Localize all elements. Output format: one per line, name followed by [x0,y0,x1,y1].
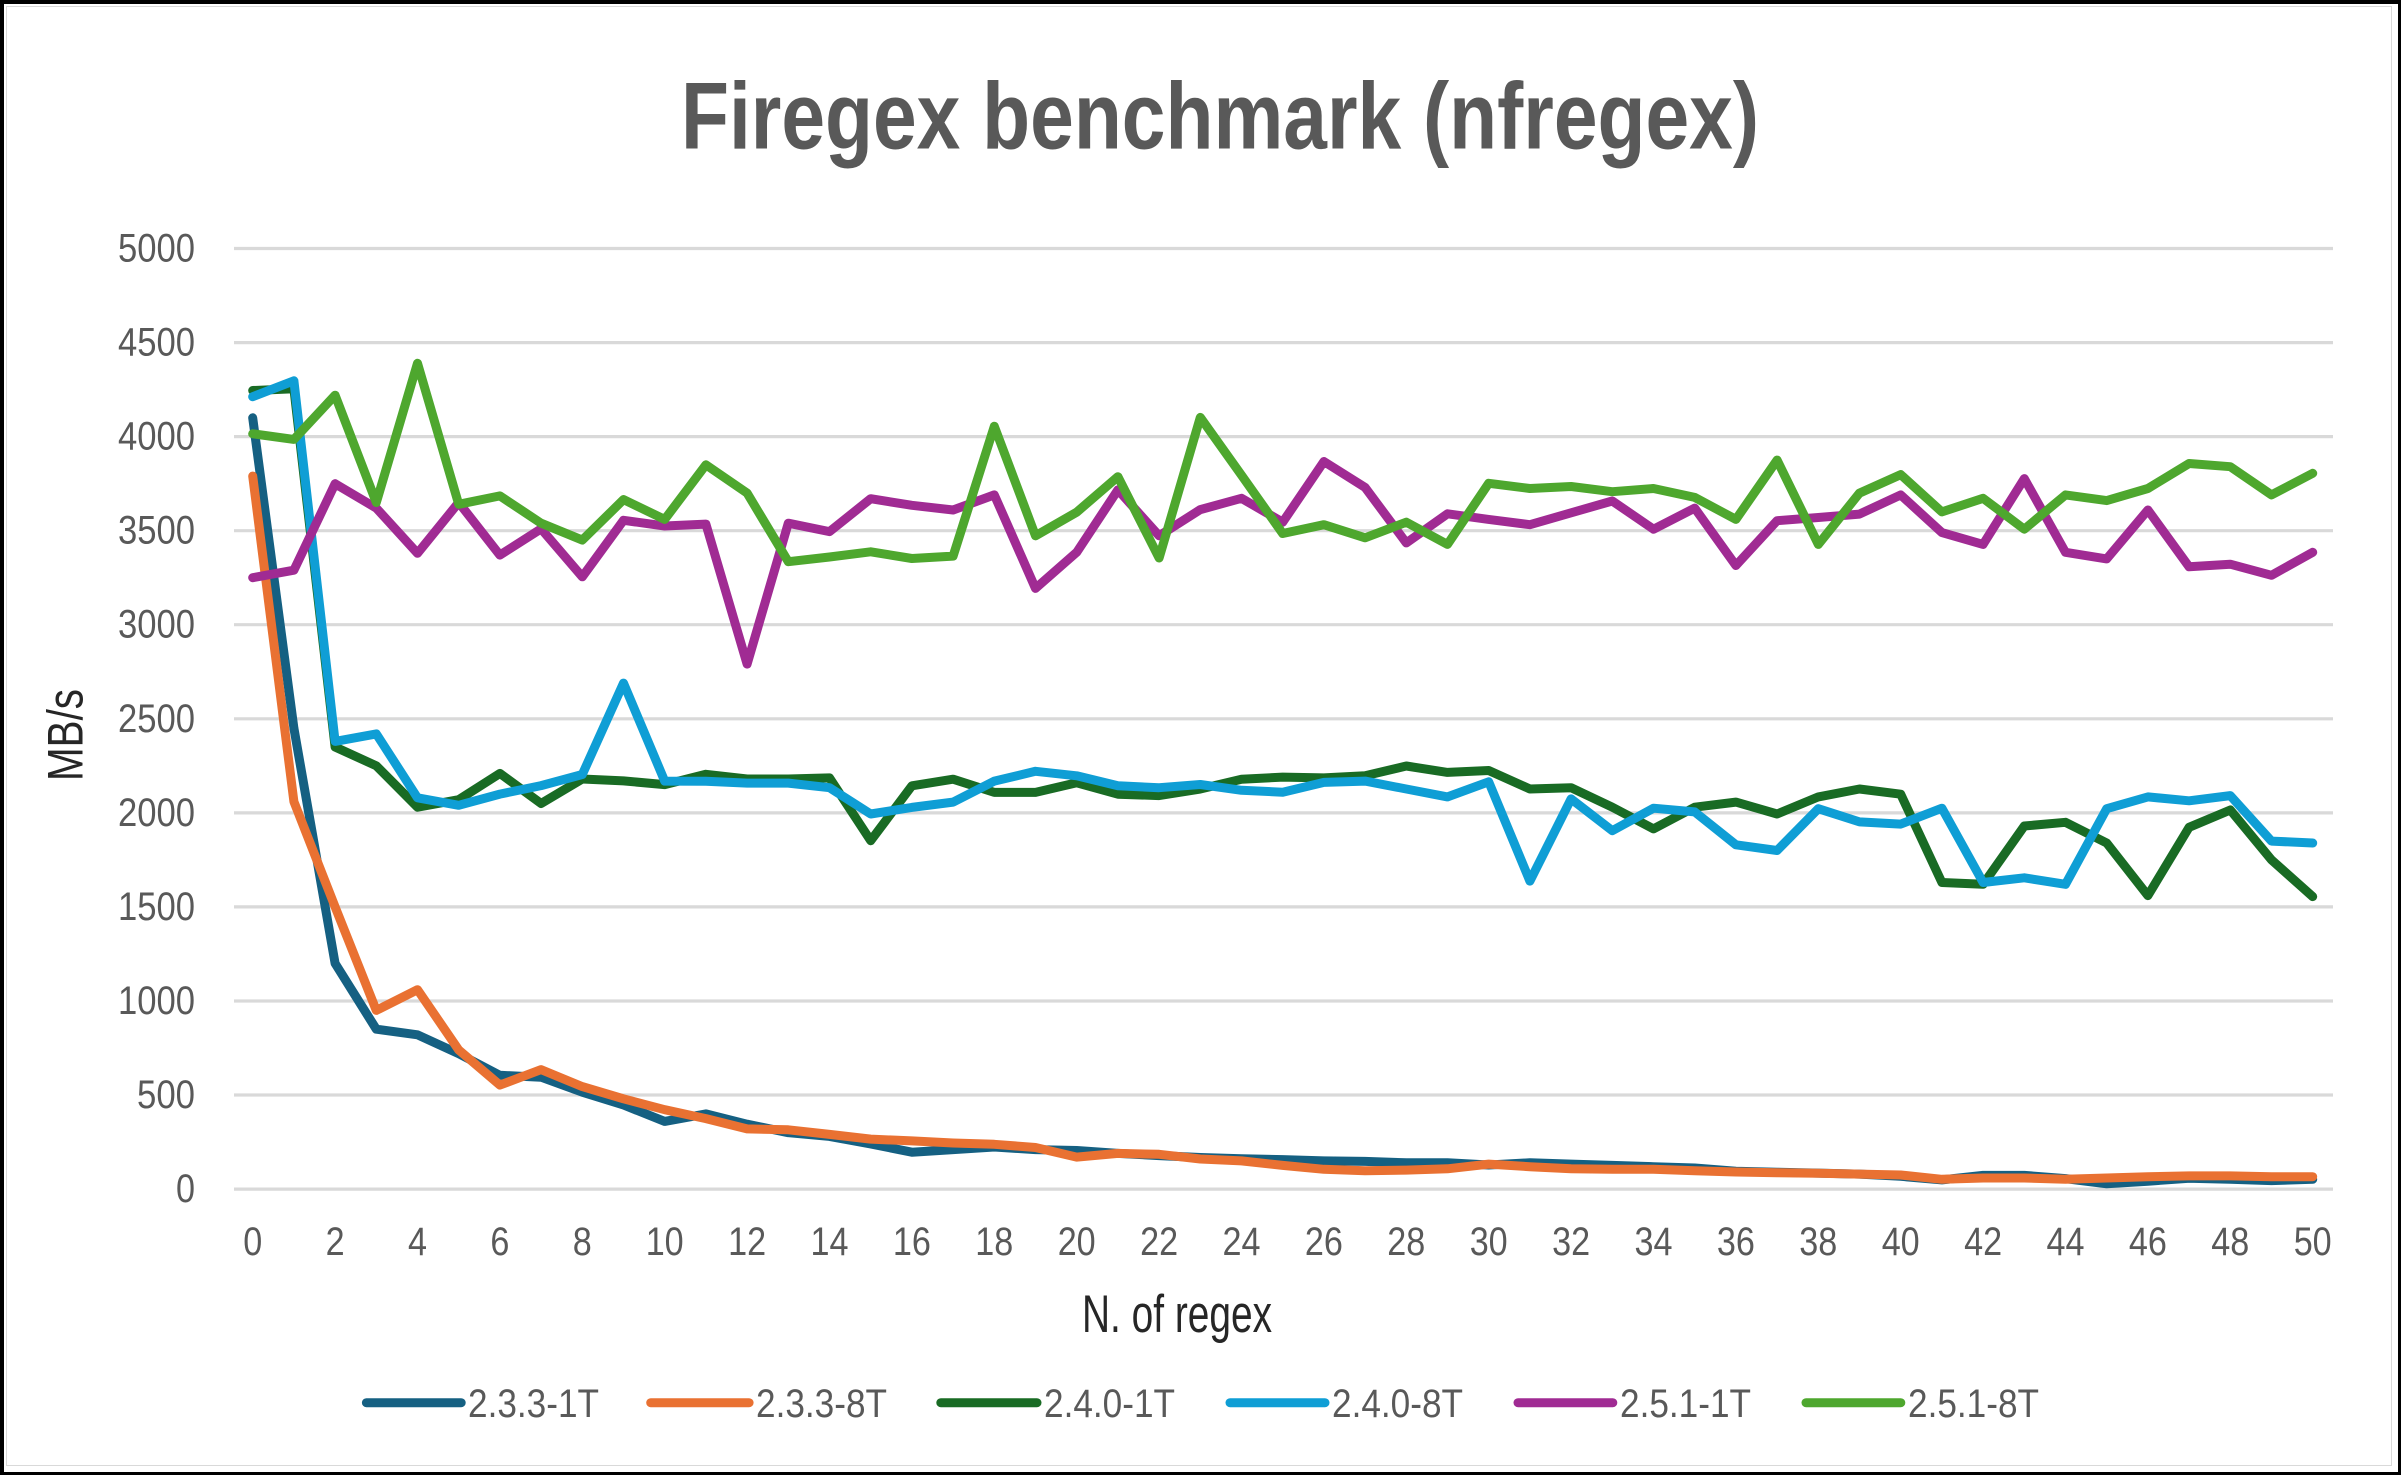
svg-text:36: 36 [1717,1220,1755,1264]
svg-text:2000: 2000 [118,791,195,835]
svg-text:22: 22 [1140,1220,1178,1264]
svg-text:0: 0 [243,1220,262,1264]
svg-text:16: 16 [893,1220,931,1264]
svg-text:2.5.1-8T: 2.5.1-8T [1908,1382,2039,1426]
svg-text:24: 24 [1223,1220,1261,1264]
svg-text:5000: 5000 [118,227,195,271]
svg-text:3500: 3500 [118,509,195,553]
svg-text:1000: 1000 [118,979,195,1023]
svg-text:32: 32 [1552,1220,1590,1264]
svg-text:40: 40 [1882,1220,1920,1264]
svg-text:38: 38 [1799,1220,1837,1264]
svg-text:MB/s: MB/s [38,689,94,781]
svg-text:4000: 4000 [118,415,195,459]
svg-text:2.4.0-1T: 2.4.0-1T [1044,1382,1175,1426]
svg-text:2.3.3-8T: 2.3.3-8T [756,1382,887,1426]
svg-text:2: 2 [326,1220,345,1264]
svg-text:12: 12 [728,1220,766,1264]
svg-text:20: 20 [1058,1220,1096,1264]
svg-text:48: 48 [2211,1220,2249,1264]
svg-text:10: 10 [646,1220,684,1264]
svg-text:4500: 4500 [118,321,195,365]
svg-text:26: 26 [1305,1220,1343,1264]
svg-text:42: 42 [1964,1220,2002,1264]
svg-text:8: 8 [573,1220,592,1264]
svg-text:Firegex benchmark (nfregex): Firegex benchmark (nfregex) [681,64,1759,170]
svg-text:44: 44 [2047,1220,2085,1264]
svg-text:2.5.1-1T: 2.5.1-1T [1620,1382,1751,1426]
svg-text:2.4.0-8T: 2.4.0-8T [1332,1382,1463,1426]
svg-text:0: 0 [176,1167,195,1211]
svg-text:2500: 2500 [118,697,195,741]
svg-text:30: 30 [1470,1220,1508,1264]
svg-text:N. of regex: N. of regex [1082,1285,1272,1344]
svg-text:18: 18 [975,1220,1013,1264]
svg-text:2.3.3-1T: 2.3.3-1T [468,1382,599,1426]
svg-text:14: 14 [811,1220,849,1264]
svg-text:3000: 3000 [118,603,195,647]
svg-text:1500: 1500 [118,885,195,929]
svg-text:6: 6 [490,1220,509,1264]
svg-text:28: 28 [1387,1220,1425,1264]
svg-text:4: 4 [408,1220,427,1264]
svg-text:50: 50 [2294,1220,2332,1264]
svg-text:46: 46 [2129,1220,2167,1264]
svg-text:34: 34 [1635,1220,1673,1264]
svg-text:500: 500 [137,1073,195,1117]
